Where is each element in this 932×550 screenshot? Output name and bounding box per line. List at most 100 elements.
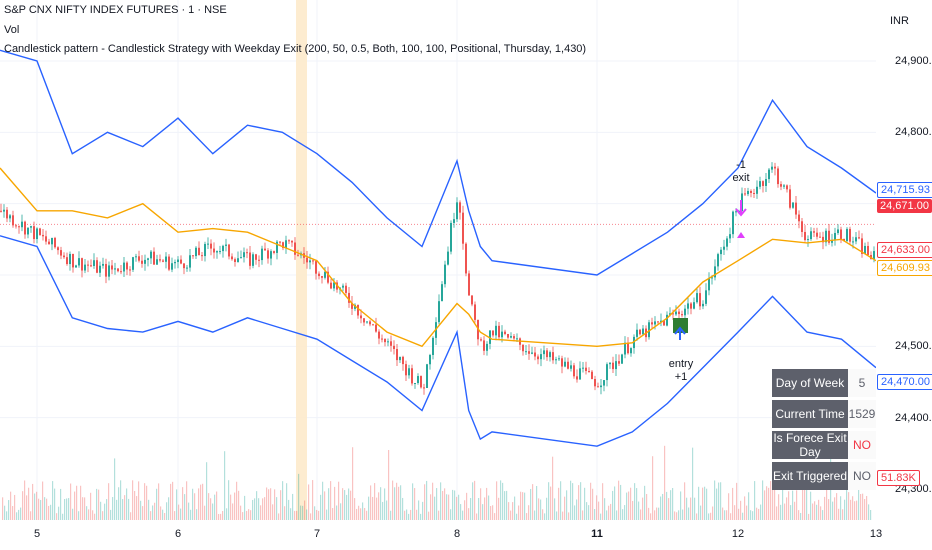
volume-bar — [792, 490, 794, 520]
chart-canvas[interactable]: S&P CNX NIFTY INDEX FUTURES · 1 · NSE Vo… — [0, 0, 876, 520]
volume-bar — [536, 486, 538, 520]
volume-bar — [348, 488, 350, 520]
candle-body — [129, 269, 131, 271]
volume-bar — [778, 494, 780, 520]
volume-bar — [102, 511, 104, 520]
volume-bar — [840, 496, 842, 520]
volume-bar — [706, 488, 708, 520]
candle-body — [675, 311, 677, 315]
volume-bar — [60, 488, 62, 520]
volume-bar — [666, 491, 668, 520]
candle-body — [396, 349, 398, 361]
candle-body — [78, 258, 80, 266]
volume-bar — [138, 481, 140, 520]
candle-body — [105, 263, 107, 277]
candle-body — [309, 260, 311, 263]
time-scale[interactable]: 5 6 7 8 11 12 13 — [0, 520, 932, 550]
volume-bar — [780, 504, 782, 520]
volume-bar — [760, 504, 762, 520]
volume-bar — [156, 488, 158, 520]
candle-body — [492, 330, 494, 336]
volume-bar — [542, 509, 544, 520]
volume-bar — [410, 509, 412, 520]
volume-bar — [8, 500, 10, 520]
price-chart[interactable] — [0, 0, 876, 520]
candle-body — [654, 321, 656, 325]
volume-bar — [204, 505, 206, 520]
volume-bar — [76, 485, 78, 520]
volume-bar — [90, 492, 92, 520]
candle-body — [702, 303, 704, 307]
candle-body — [108, 265, 110, 277]
candle-body — [855, 237, 857, 242]
volume-bar — [2, 497, 4, 520]
volume-bar — [604, 498, 606, 520]
volume-bar — [448, 494, 450, 520]
volume-bar — [814, 501, 816, 520]
volume-bar — [260, 505, 262, 520]
candle-body — [48, 241, 50, 245]
volume-bar — [178, 504, 180, 520]
volume-indicator-label[interactable]: Vol — [4, 24, 20, 36]
volume-bar — [80, 485, 82, 520]
candle-body — [735, 211, 737, 213]
candle-body — [210, 243, 212, 249]
volume-bar — [848, 492, 850, 520]
volume-bar — [540, 499, 542, 520]
volume-bar — [172, 481, 174, 520]
price-scale[interactable]: INR 24,900.00 24,800.00 24,500.00 24,400.00… — [876, 0, 932, 520]
symbol-title[interactable]: S&P CNX NIFTY INDEX FUTURES · 1 · NSE — [4, 4, 227, 16]
volume-bar — [96, 488, 98, 520]
volume-bar — [142, 506, 144, 520]
candle-body — [96, 260, 98, 273]
volume-bar — [224, 451, 226, 520]
volume-bar — [104, 503, 106, 520]
candle-body — [621, 354, 623, 364]
volume-bar — [248, 509, 250, 520]
volume-bar — [636, 488, 638, 520]
price-label: 24,671.00 — [877, 199, 932, 213]
candle-body — [189, 255, 191, 268]
volume-bar — [252, 499, 254, 520]
volume-bar — [422, 501, 424, 520]
volume-bar — [562, 511, 564, 520]
volume-bar — [770, 481, 772, 520]
volume-bar — [628, 491, 630, 520]
candle-body — [9, 215, 11, 219]
volume-bar — [416, 509, 418, 520]
volume-bar — [162, 509, 164, 520]
volume-bar — [276, 497, 278, 520]
candle-body — [42, 234, 44, 237]
volume-bar — [572, 483, 574, 520]
candle-body — [603, 380, 605, 386]
candle-body — [705, 290, 707, 304]
volume-bar — [188, 502, 190, 520]
strategy-legend[interactable]: Candlestick pattern - Candlestick Strate… — [4, 43, 587, 55]
candle-body — [564, 361, 566, 367]
volume-bar — [506, 490, 508, 520]
volume-bar — [502, 482, 504, 520]
candle-body — [753, 193, 755, 195]
volume-bar — [280, 490, 282, 520]
candle-body — [507, 333, 509, 338]
candle-body — [312, 260, 314, 262]
volume-bar — [462, 510, 464, 520]
candle-body — [861, 238, 863, 254]
candle-body — [783, 185, 785, 187]
volume-bar — [860, 494, 862, 520]
volume-bar — [380, 487, 382, 520]
candle-body — [81, 258, 83, 271]
candle-body — [678, 311, 680, 315]
volume-bar — [212, 503, 214, 520]
candle-body — [582, 367, 584, 369]
exit-label: exit — [732, 172, 750, 184]
volume-bar — [670, 490, 672, 520]
candle-body — [342, 285, 344, 288]
volume-bar — [834, 497, 836, 520]
volume-bar — [184, 494, 186, 520]
volume-bar — [42, 481, 44, 520]
candle-body — [504, 331, 506, 334]
volume-bar — [444, 488, 446, 520]
volume-bar — [788, 491, 790, 520]
volume-bar — [64, 499, 66, 520]
